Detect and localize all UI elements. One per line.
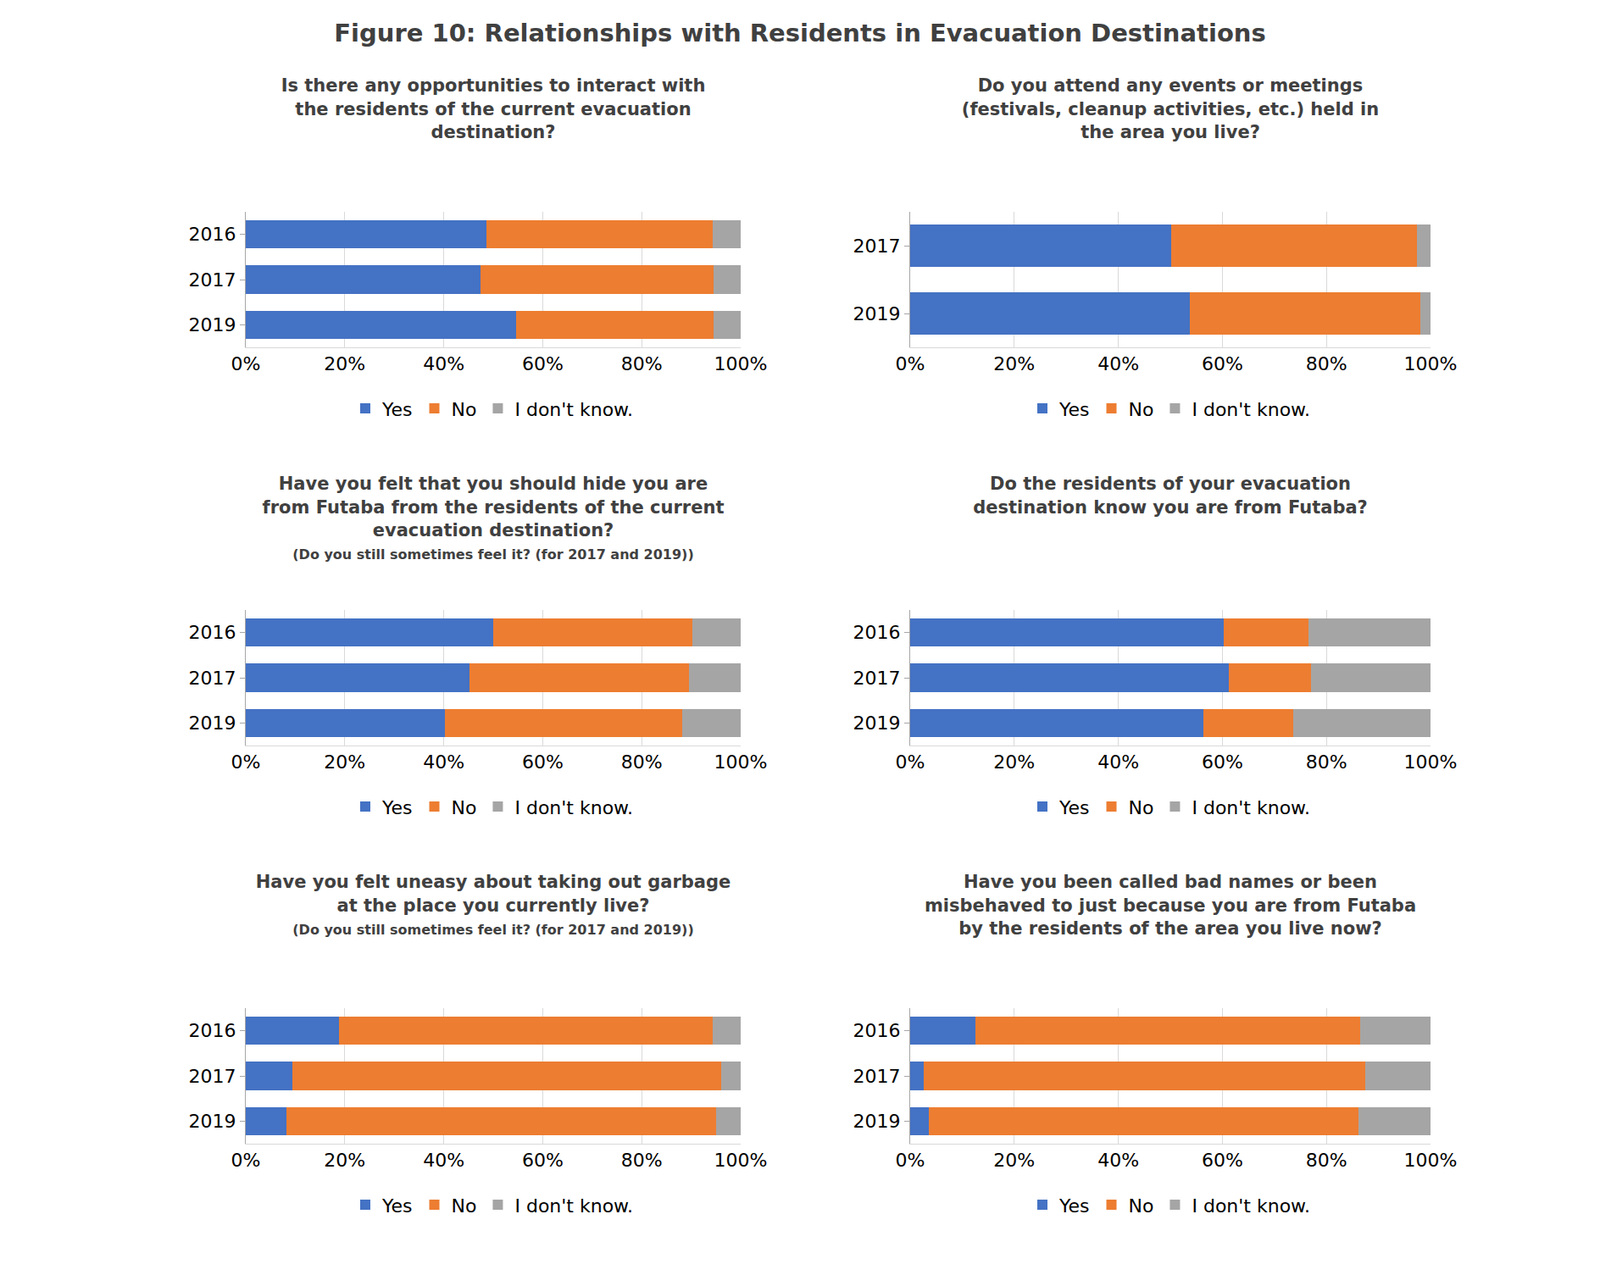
svg-text:2016: 2016 [188, 1020, 237, 1042]
svg-text:60%: 60% [522, 751, 564, 773]
svg-text:40%: 40% [422, 353, 465, 375]
svg-text:Do you attend any events or me: Do you attend any events or meetings(fes… [961, 75, 1379, 143]
svg-text:2019: 2019 [853, 1111, 901, 1133]
svg-text:80%: 80% [621, 353, 663, 375]
svg-text:No: No [1128, 399, 1155, 421]
svg-text:20%: 20% [993, 751, 1035, 773]
svg-text:60%: 60% [522, 1150, 564, 1172]
svg-text:2017: 2017 [853, 667, 901, 689]
svg-text:40%: 40% [1097, 751, 1139, 773]
svg-text:I don't know.: I don't know. [1191, 1195, 1311, 1217]
svg-text:2017: 2017 [188, 667, 237, 689]
svg-text:20%: 20% [323, 353, 366, 375]
svg-text:No: No [451, 797, 478, 819]
svg-text:2017: 2017 [853, 235, 901, 257]
svg-text:40%: 40% [422, 1150, 465, 1172]
svg-text:0%: 0% [895, 353, 926, 375]
svg-text:80%: 80% [1305, 353, 1348, 375]
svg-text:I don't know.: I don't know. [1191, 797, 1311, 819]
svg-text:2017: 2017 [188, 269, 237, 291]
svg-text:100%: 100% [1404, 1150, 1458, 1172]
svg-text:2019: 2019 [188, 712, 237, 734]
svg-text:Yes: Yes [1058, 797, 1090, 819]
svg-text:60%: 60% [1201, 353, 1244, 375]
svg-text:100%: 100% [714, 1150, 768, 1172]
svg-text:2019: 2019 [853, 303, 901, 325]
svg-text:80%: 80% [1305, 751, 1348, 773]
svg-text:0%: 0% [231, 1150, 262, 1172]
svg-text:100%: 100% [714, 353, 768, 375]
svg-text:2019: 2019 [188, 314, 237, 336]
svg-text:0%: 0% [231, 751, 262, 773]
svg-text:No: No [1128, 1195, 1155, 1217]
svg-text:2017: 2017 [853, 1066, 901, 1088]
svg-text:20%: 20% [323, 1150, 366, 1172]
svg-text:Have you been called bad names: Have you been called bad names or beenmi… [924, 872, 1417, 939]
svg-text:I don't know.: I don't know. [514, 1195, 634, 1217]
svg-text:60%: 60% [1201, 751, 1244, 773]
svg-text:0%: 0% [231, 353, 262, 375]
svg-text:100%: 100% [1404, 751, 1458, 773]
svg-text:Have you felt uneasy about tak: Have you felt uneasy about taking out ga… [255, 872, 731, 939]
svg-text:Yes: Yes [381, 399, 413, 421]
svg-text:I don't know.: I don't know. [514, 797, 634, 819]
svg-text:0%: 0% [895, 1150, 926, 1172]
svg-text:40%: 40% [422, 751, 465, 773]
svg-text:80%: 80% [1305, 1150, 1348, 1172]
svg-text:Have you felt that you should: Have you felt that you should hide you a… [262, 473, 725, 563]
svg-text:60%: 60% [1201, 1150, 1244, 1172]
svg-text:20%: 20% [323, 751, 366, 773]
svg-text:2019: 2019 [853, 712, 901, 734]
svg-text:40%: 40% [1097, 1150, 1139, 1172]
svg-text:20%: 20% [993, 1150, 1035, 1172]
svg-text:I don't know.: I don't know. [514, 399, 634, 421]
svg-text:Yes: Yes [381, 1195, 413, 1217]
svg-text:No: No [1128, 797, 1155, 819]
svg-text:2016: 2016 [853, 1020, 901, 1042]
svg-text:0%: 0% [895, 751, 926, 773]
svg-text:Yes: Yes [1058, 399, 1090, 421]
svg-text:2016: 2016 [853, 622, 901, 644]
svg-text:Yes: Yes [381, 797, 413, 819]
svg-text:2016: 2016 [188, 622, 237, 644]
svg-text:Do the residents of your evacu: Do the residents of your evacuationdesti… [972, 473, 1368, 517]
svg-text:No: No [451, 399, 478, 421]
html-text:Figure 10: Relationships with: Figure 10: Relationships with Residents … [334, 18, 1266, 48]
svg-text:80%: 80% [621, 1150, 663, 1172]
svg-text:80%: 80% [621, 751, 663, 773]
svg-text:2019: 2019 [188, 1111, 237, 1133]
svg-text:I don't know.: I don't know. [1191, 399, 1311, 421]
svg-text:2017: 2017 [188, 1066, 237, 1088]
svg-text:20%: 20% [993, 353, 1035, 375]
svg-text:60%: 60% [522, 353, 564, 375]
svg-text:2016: 2016 [188, 223, 237, 245]
svg-text:Yes: Yes [1058, 1195, 1090, 1217]
svg-text:100%: 100% [1404, 353, 1458, 375]
svg-text:100%: 100% [714, 751, 768, 773]
svg-text:40%: 40% [1097, 353, 1139, 375]
svg-text:No: No [451, 1195, 478, 1217]
svg-text:Is there any opportunities to: Is there any opportunities to interact w… [281, 75, 706, 143]
